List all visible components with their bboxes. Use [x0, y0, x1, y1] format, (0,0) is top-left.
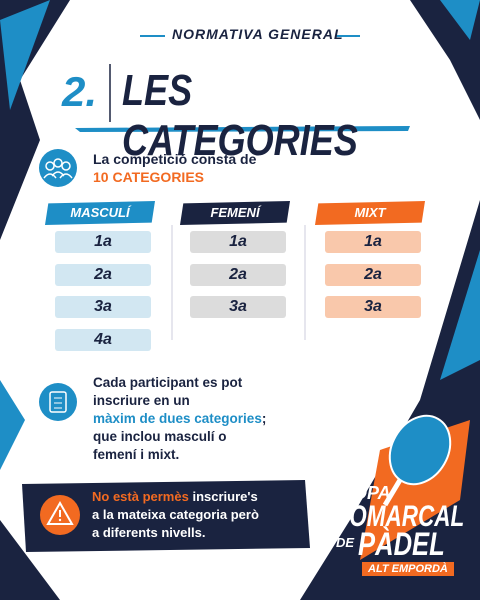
title: LES CATEGORIES: [122, 66, 358, 165]
category-pill: 2a: [325, 263, 421, 286]
section-number: 2.: [62, 68, 98, 115]
intro-highlight: 10 CATEGORIES: [93, 169, 204, 185]
category-pill: 2a: [55, 263, 151, 286]
logo-region: ALT EMPORDÀ: [362, 562, 454, 576]
rule-line: màxim de dues categories;: [93, 410, 266, 428]
category-pill: 3a: [55, 296, 151, 318]
rule-text: ;: [261, 411, 267, 426]
warning-line: No està permès inscriure's: [92, 488, 259, 506]
warning-line: a la mateixa categoria però: [92, 507, 259, 522]
logo-de: DE: [336, 535, 355, 550]
rule-text: Cada participant es pot inscriure en un …: [93, 374, 266, 464]
column-header: MASCULÍ: [45, 201, 155, 225]
category-pill: 2a: [190, 263, 286, 286]
rule-line: Cada participant es pot: [93, 375, 243, 390]
logo-padel: PÀDEL: [358, 526, 445, 562]
category-pill: 1a: [55, 231, 151, 253]
warning-text: No està permès inscriure's a la mateixa …: [92, 488, 259, 542]
warning-text: inscriure's: [192, 489, 258, 504]
rule-line: que inclou masculí o: [93, 429, 227, 444]
logo-comarcal: COMARCAL: [333, 500, 465, 533]
kicker: NORMATIVA GENERAL: [172, 26, 344, 42]
category-pill: 3a: [190, 296, 286, 318]
category-pill: 3a: [325, 296, 421, 318]
rule-line: femení i mixt.: [93, 447, 180, 462]
warning-highlight: No està permès: [92, 489, 189, 504]
column-header: FEMENÍ: [180, 201, 290, 225]
category-pill: 1a: [325, 231, 421, 253]
rule-line: inscriure en un: [93, 393, 190, 408]
column-header: MIXT: [315, 201, 425, 225]
logo-copa: COPA: [340, 483, 391, 503]
category-pill: 1a: [190, 231, 286, 253]
category-pill: 4a: [55, 328, 151, 351]
warning-line: a diferents nivells.: [92, 525, 206, 540]
rule-highlight: màxim de dues categories: [93, 411, 262, 426]
intro-text: La competició consta de: [93, 151, 257, 167]
